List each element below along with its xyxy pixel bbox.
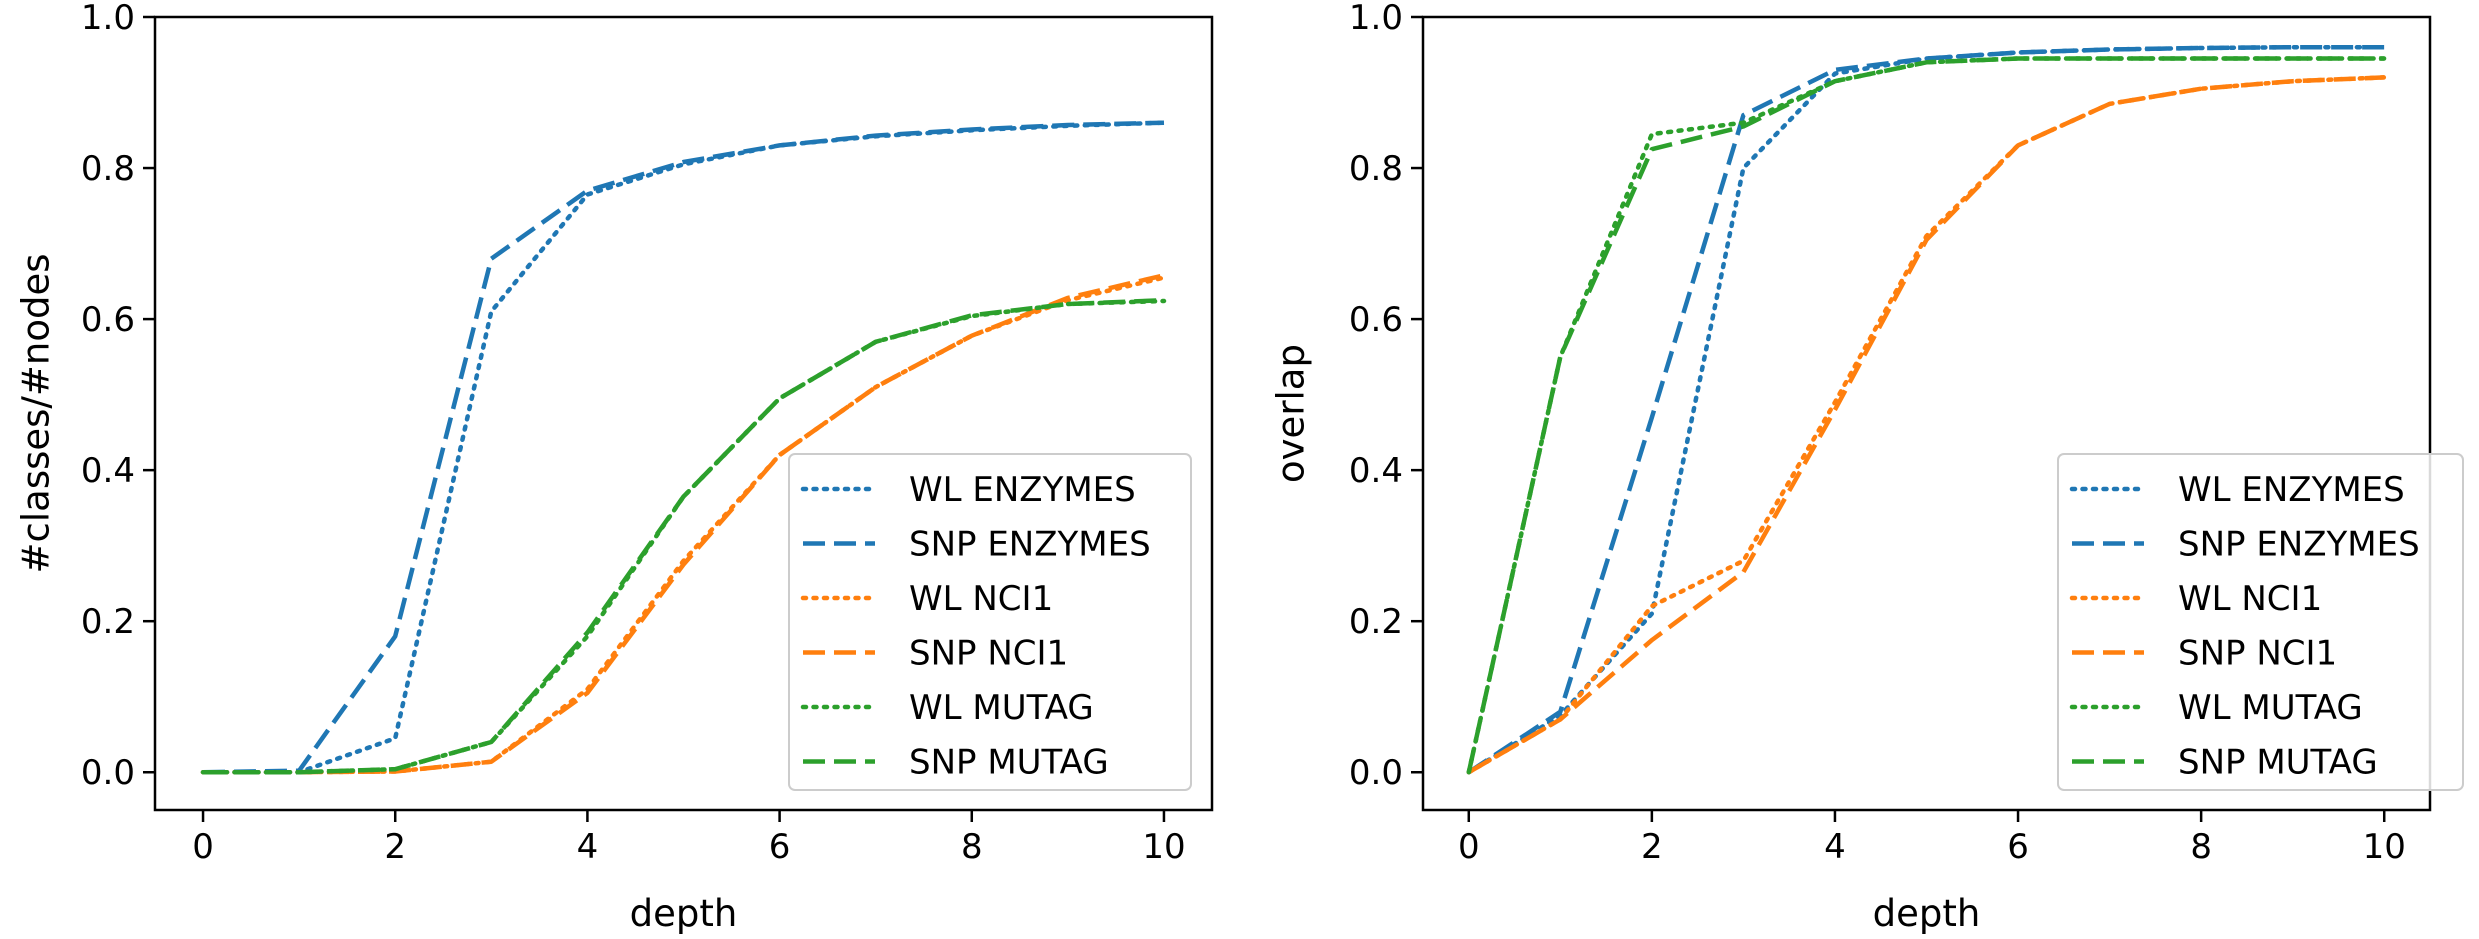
y-axis-label: overlap: [1270, 344, 1313, 483]
series-line-snp-mutag: [203, 297, 1165, 775]
x-tick-label: 10: [1142, 827, 1185, 867]
x-tick-label: 10: [2363, 827, 2406, 867]
legend-label: WL MUTAG: [909, 688, 1094, 728]
x-axis-label: depth: [1873, 892, 1981, 935]
series-line-snp-mutag: [1466, 56, 2385, 773]
y-axis-label: #classes/#nodes: [15, 254, 58, 574]
x-tick-label: 8: [961, 827, 983, 867]
y-tick-label: 0.4: [1349, 451, 1403, 491]
chart-panel-right: 0 2 4 6 8 10 0.0 0.2 0.4 0.6 0.8 1.0 depth overlap WL …: [1270, 0, 2464, 935]
y-tick-label: 0.8: [81, 149, 135, 189]
y-tick-label: 1.0: [81, 0, 135, 38]
x-tick-label: 4: [1824, 827, 1846, 867]
x-tick-label: 6: [2007, 827, 2029, 867]
y-tick-label: 0.6: [1349, 300, 1403, 340]
legend-label: SNP MUTAG: [2178, 743, 2378, 783]
legend-label: WL NCI1: [2178, 579, 2322, 619]
series-line-wl-enzymes: [1466, 44, 2387, 775]
series-line-snp-enzymes: [1467, 44, 2385, 775]
series-line-wl-mutag: [1466, 56, 2387, 775]
x-tick-label: 2: [384, 827, 406, 867]
chart-panel-left: 0 2 4 6 8 10 0.0 0.2 0.4 0.6 0.8 1.0 depth #classes/#…: [15, 0, 1214, 935]
legend-label: SNP NCI1: [909, 634, 1068, 674]
legend-label: SNP NCI1: [2178, 634, 2337, 674]
x-tick-label: 0: [192, 827, 214, 867]
x-tick-label: 0: [1458, 827, 1480, 867]
legend: WL ENZYMES SNP ENZYMES WL NCI1 SNP NCI1 WL M…: [2057, 453, 2464, 791]
x-tick-label: 4: [577, 827, 599, 867]
series-line-snp-nci1: [1467, 75, 2385, 775]
axes-frame: [1421, 15, 2432, 812]
legend-label: WL NCI1: [909, 579, 1053, 619]
y-tick-label: 0.4: [81, 451, 135, 491]
legend-label: WL ENZYMES: [909, 470, 1136, 510]
y-tick-label: 0.0: [1349, 753, 1403, 793]
x-tick-label: 6: [769, 827, 791, 867]
series-line-snp-enzymes: [202, 120, 1165, 775]
y-tick-label: 0.2: [1349, 602, 1403, 642]
legend-frame: [788, 453, 1192, 791]
legend: WL ENZYMES SNP ENZYMES WL NCI1 SNP NCI1 WL M…: [788, 453, 1192, 791]
y-tick-label: 0.0: [81, 753, 135, 793]
x-tick-label: 2: [1641, 827, 1663, 867]
y-tick-label: 0.2: [81, 602, 135, 642]
x-axis-label: depth: [630, 892, 738, 935]
legend-frame: [2057, 453, 2464, 791]
x-tick-label: 8: [2190, 827, 2212, 867]
legend-label: WL MUTAG: [2178, 688, 2363, 728]
axes-frame: [153, 15, 1214, 812]
legend-label: SNP ENZYMES: [909, 525, 1151, 565]
series-line-wl-nci1: [1466, 75, 2387, 775]
y-tick-label: 1.0: [1349, 0, 1403, 38]
y-tick-label: 0.8: [1349, 149, 1403, 189]
legend-label: WL ENZYMES: [2178, 470, 2405, 510]
legend-label: SNP ENZYMES: [2178, 525, 2420, 565]
legend-label: SNP MUTAG: [909, 743, 1109, 783]
y-tick-label: 0.6: [81, 300, 135, 340]
